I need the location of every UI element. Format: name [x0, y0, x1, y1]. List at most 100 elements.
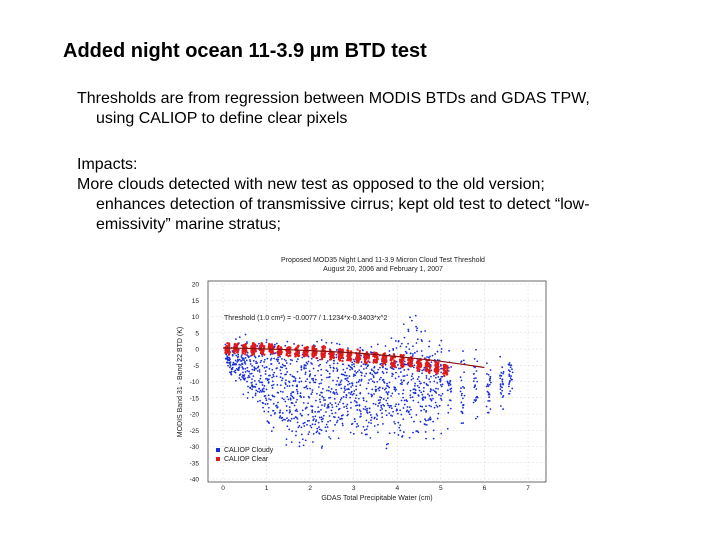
data-point: [388, 350, 391, 352]
data-point: [349, 368, 351, 371]
data-point: [290, 392, 292, 395]
data-point: [284, 344, 287, 347]
data-point: [322, 414, 325, 417]
data-point: [382, 372, 385, 375]
data-point: [337, 437, 340, 440]
data-point: [420, 409, 423, 412]
data-point: [279, 376, 282, 379]
data-point: [284, 373, 286, 376]
data-point: [323, 399, 326, 401]
data-point: [322, 417, 324, 420]
data-point: [265, 377, 267, 380]
data-point: [259, 361, 262, 364]
data-point: [367, 421, 370, 424]
data-point: [507, 363, 510, 366]
data-point: [349, 407, 352, 409]
data-point: [289, 373, 292, 376]
data-point: [474, 377, 477, 379]
data-point: [333, 362, 335, 365]
data-point: [365, 419, 368, 422]
data-point: [319, 394, 321, 397]
data-point: [234, 359, 237, 362]
data-point: [239, 373, 242, 376]
chart-svg: Proposed MOD35 Night Land 11-3.9 Micron …: [168, 254, 558, 504]
data-point: [347, 364, 350, 367]
data-point: [405, 345, 408, 348]
data-point: [425, 362, 429, 365]
data-point: [332, 356, 336, 360]
data-point: [391, 372, 394, 375]
data-point: [271, 376, 274, 379]
data-point: [488, 399, 491, 402]
data-point: [427, 393, 429, 396]
data-point: [422, 390, 425, 393]
data-point: [411, 373, 414, 375]
data-point: [423, 408, 426, 411]
data-point: [418, 380, 421, 383]
data-point: [412, 388, 415, 391]
data-point: [351, 382, 353, 385]
data-point: [333, 359, 336, 362]
data-point: [347, 383, 349, 386]
data-point: [263, 385, 266, 387]
data-point: [430, 399, 433, 402]
data-point: [312, 377, 315, 380]
data-point: [380, 406, 383, 409]
data-point: [246, 369, 249, 372]
data-point: [263, 410, 266, 413]
data-point: [417, 431, 420, 434]
data-point: [438, 394, 440, 396]
data-point: [224, 343, 227, 346]
data-point: [326, 389, 328, 392]
data-point: [228, 366, 231, 369]
data-point: [309, 387, 311, 390]
data-point: [258, 370, 261, 373]
data-point: [440, 432, 443, 435]
data-point: [267, 394, 270, 397]
data-point: [296, 398, 298, 401]
data-point: [284, 379, 287, 382]
data-point: [235, 354, 238, 357]
data-point: [499, 355, 502, 358]
data-point: [365, 351, 369, 354]
data-point: [365, 361, 368, 364]
data-point: [366, 411, 368, 413]
data-point: [401, 362, 404, 366]
data-point: [511, 387, 514, 390]
data-point: [399, 353, 403, 357]
data-point: [460, 361, 462, 364]
data-point: [440, 371, 443, 374]
data-point: [262, 406, 264, 409]
data-point: [511, 371, 514, 374]
data-point: [412, 399, 415, 402]
data-point: [274, 352, 277, 354]
data-point: [463, 387, 466, 389]
data-point: [476, 415, 479, 418]
data-point: [339, 381, 342, 383]
data-point: [357, 425, 360, 427]
data-point: [336, 342, 338, 345]
data-point: [346, 367, 348, 370]
data-point: [369, 372, 372, 375]
data-point: [247, 391, 250, 394]
data-point: [488, 383, 491, 386]
data-point: [378, 378, 381, 381]
chart-background: [168, 254, 558, 504]
data-point: [372, 376, 375, 379]
data-point: [488, 378, 491, 381]
data-point: [367, 392, 370, 395]
data-point: [226, 357, 229, 360]
data-point: [370, 351, 373, 354]
data-point: [410, 416, 413, 419]
data-point: [229, 358, 231, 361]
data-point: [368, 411, 371, 414]
data-point: [288, 346, 291, 349]
data-point: [510, 378, 513, 381]
data-point: [384, 345, 387, 347]
data-point: [395, 408, 398, 411]
data-point: [460, 387, 462, 389]
data-point: [263, 358, 266, 361]
data-point: [248, 370, 251, 373]
data-point: [408, 364, 411, 367]
data-point: [296, 390, 299, 393]
